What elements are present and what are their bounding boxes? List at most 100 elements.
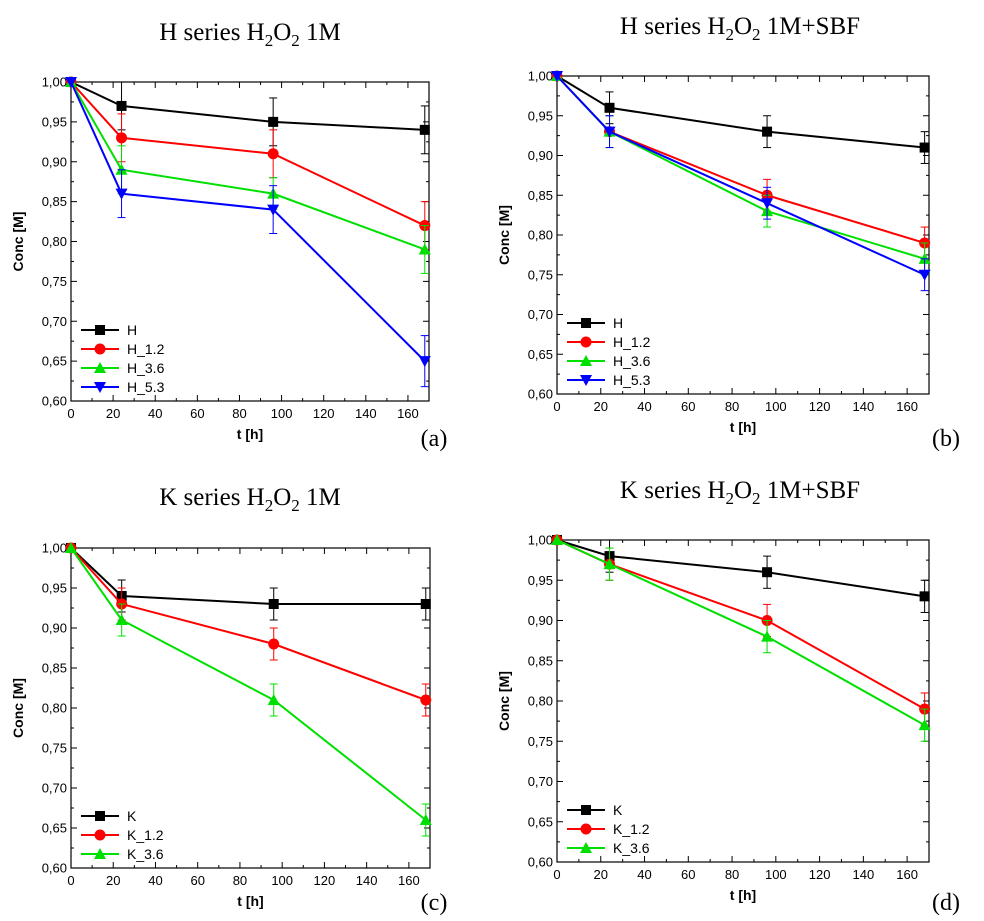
y-tick-label: 1,00 bbox=[528, 69, 553, 84]
chart-panel-c: K series H2O2 1M 0 20 40 60 80 100 120 140 160 0,6… bbox=[10, 484, 447, 916]
legend-label: H_3.6 bbox=[613, 353, 651, 369]
y-tick-label: 0,80 bbox=[528, 228, 553, 243]
x-tick-label: 40 bbox=[637, 867, 651, 882]
y-tick-label: 0,85 bbox=[528, 188, 553, 203]
x-tick-label: 160 bbox=[398, 873, 420, 888]
data-point bbox=[420, 599, 431, 609]
panel-label: (a) bbox=[421, 426, 448, 452]
x-tick-label: 120 bbox=[809, 399, 831, 414]
y-tick-label: 0,60 bbox=[528, 387, 553, 402]
y-tick-label: 0,90 bbox=[42, 154, 67, 169]
data-point bbox=[603, 126, 616, 138]
legend-marker bbox=[94, 848, 106, 859]
x-tick-label: 120 bbox=[313, 406, 335, 421]
data-point bbox=[919, 591, 930, 602]
series-line bbox=[70, 81, 426, 362]
legend: K K_1.2 K_3.6 bbox=[81, 808, 164, 862]
panel-label: (b) bbox=[932, 426, 960, 452]
y-axis-title: Conc [M] bbox=[10, 212, 26, 272]
y-tick-label: 0,85 bbox=[42, 194, 67, 209]
chart-panel-d: K series H2O2 1M+SBF 0 20 40 60 80 100 120 140 16… bbox=[496, 477, 960, 916]
y-tick-label: 0,60 bbox=[42, 394, 67, 409]
series-line bbox=[70, 547, 427, 701]
legend: K K_1.2 K_3.6 bbox=[567, 802, 650, 856]
x-tick-label: 0 bbox=[553, 867, 560, 882]
data-point bbox=[603, 558, 616, 570]
x-tick-label: 160 bbox=[397, 406, 419, 421]
x-tick-label: 60 bbox=[681, 867, 695, 882]
data-point bbox=[267, 148, 279, 160]
y-tick-label: 1,00 bbox=[42, 75, 67, 90]
x-tick-label: 100 bbox=[271, 873, 293, 888]
y-tick-label: 0,95 bbox=[42, 114, 67, 129]
series-line bbox=[70, 547, 427, 821]
legend-label: K_3.6 bbox=[127, 846, 164, 862]
legend-label: K_1.2 bbox=[127, 827, 164, 843]
legend-label: K_1.2 bbox=[613, 821, 650, 837]
y-tick-label: 0,95 bbox=[528, 108, 553, 123]
series-line bbox=[556, 539, 925, 598]
y-tick-label: 0,65 bbox=[42, 354, 67, 369]
legend-marker bbox=[580, 375, 592, 386]
series-k-3-6 bbox=[551, 534, 931, 742]
x-tick-label: 140 bbox=[356, 873, 378, 888]
y-tick-label: 0,95 bbox=[528, 573, 553, 588]
data-point bbox=[419, 814, 432, 825]
series-h-5-3 bbox=[65, 77, 431, 388]
legend-label: H_1.2 bbox=[127, 341, 165, 357]
legend-label: H bbox=[613, 315, 623, 331]
legend-marker bbox=[94, 382, 106, 393]
x-axis-title: t [h] bbox=[237, 893, 263, 909]
legend-marker bbox=[580, 823, 592, 835]
series-line bbox=[70, 81, 425, 131]
data-point bbox=[551, 71, 563, 82]
chart-panel-b: H series H2O2 1M+SBF 0 20 40 60 80 100 120 140 16… bbox=[496, 13, 960, 452]
series-line bbox=[70, 81, 426, 251]
x-tick-label: 60 bbox=[190, 406, 204, 421]
legend-label: H bbox=[127, 322, 137, 338]
y-tick-label: 0,60 bbox=[528, 855, 553, 870]
legend-marker bbox=[581, 805, 591, 815]
x-tick-label: 60 bbox=[681, 399, 695, 414]
x-tick-label: 80 bbox=[725, 867, 739, 882]
data-point bbox=[268, 638, 280, 650]
y-tick-label: 0,60 bbox=[42, 861, 67, 876]
data-point bbox=[116, 132, 128, 144]
y-tick-label: 1,00 bbox=[528, 533, 553, 548]
series-line bbox=[556, 75, 925, 244]
data-point bbox=[419, 124, 430, 135]
x-tick-label: 120 bbox=[314, 873, 336, 888]
data-point bbox=[551, 534, 563, 545]
y-tick-label: 0,70 bbox=[528, 307, 553, 322]
x-tick-label: 160 bbox=[896, 399, 918, 414]
data-point bbox=[418, 243, 431, 255]
y-tick-label: 0,75 bbox=[528, 734, 553, 749]
y-tick-label: 0,75 bbox=[42, 274, 67, 289]
x-tick-label: 120 bbox=[809, 867, 831, 882]
x-tick-label: 20 bbox=[594, 399, 608, 414]
legend-marker bbox=[95, 325, 105, 335]
panel-label: (c) bbox=[421, 890, 448, 916]
y-tick-label: 0,90 bbox=[528, 148, 553, 163]
x-tick-label: 0 bbox=[553, 399, 560, 414]
legend-label: H_5.3 bbox=[127, 379, 165, 395]
legend: H H_1.2 H_3.6 H_5.3 bbox=[81, 322, 165, 395]
x-axis-title: t [h] bbox=[237, 426, 263, 442]
y-tick-label: 0,85 bbox=[528, 653, 553, 668]
chart-title: H series H2O2 1M bbox=[159, 19, 341, 50]
data-point bbox=[761, 630, 774, 642]
series-h-3-6 bbox=[551, 70, 931, 276]
data-point bbox=[919, 142, 930, 153]
legend-label: K bbox=[127, 808, 137, 824]
series-k bbox=[552, 535, 930, 613]
x-tick-label: 80 bbox=[233, 873, 247, 888]
x-tick-label: 100 bbox=[271, 406, 293, 421]
series-h bbox=[552, 71, 930, 164]
series-k-3-6 bbox=[65, 542, 432, 837]
legend-label: K bbox=[613, 802, 623, 818]
y-tick-label: 0,65 bbox=[528, 347, 553, 362]
data-point bbox=[604, 102, 615, 113]
series-line bbox=[556, 75, 926, 276]
x-tick-label: 20 bbox=[594, 867, 608, 882]
